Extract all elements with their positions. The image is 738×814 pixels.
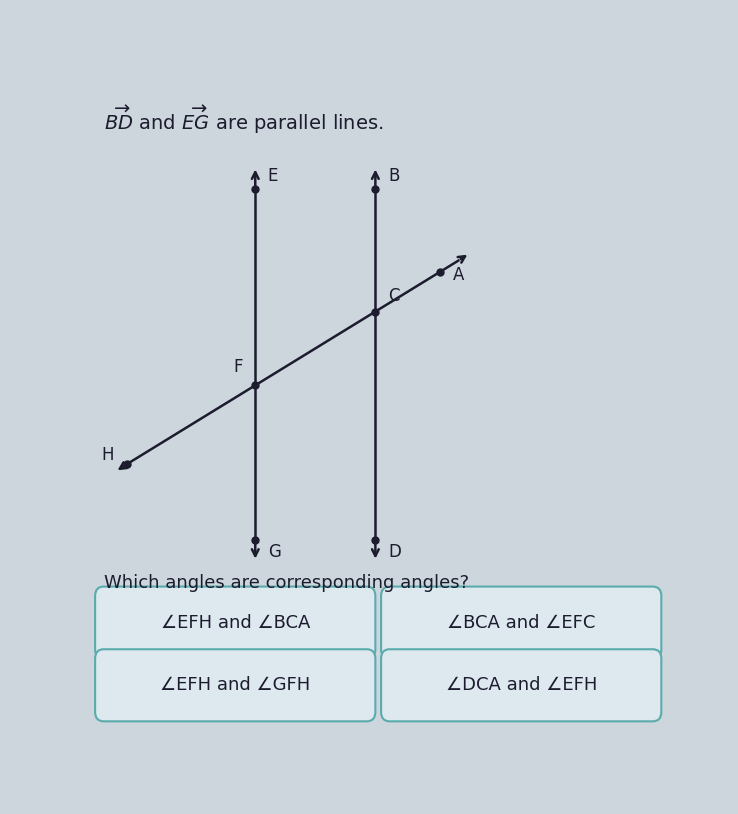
FancyBboxPatch shape [381,587,661,659]
Text: ∠EFH and ∠GFH: ∠EFH and ∠GFH [160,676,311,694]
Text: C: C [388,287,399,305]
Text: D: D [388,543,401,561]
Text: ∠EFH and ∠BCA: ∠EFH and ∠BCA [161,614,310,632]
Text: E: E [268,168,278,186]
Text: B: B [388,168,399,186]
Text: F: F [233,358,243,376]
Text: $\overrightarrow{BD}$ and $\overrightarrow{EG}$ are parallel lines.: $\overrightarrow{BD}$ and $\overrightarr… [103,103,383,136]
FancyBboxPatch shape [95,587,376,659]
Text: H: H [102,446,114,464]
Text: Which angles are corresponding angles?: Which angles are corresponding angles? [103,575,469,593]
Text: ∠DCA and ∠EFH: ∠DCA and ∠EFH [446,676,597,694]
Text: A: A [452,266,464,284]
FancyBboxPatch shape [381,650,661,721]
FancyBboxPatch shape [95,650,376,721]
Text: ∠BCA and ∠EFC: ∠BCA and ∠EFC [447,614,596,632]
Text: G: G [268,543,280,561]
